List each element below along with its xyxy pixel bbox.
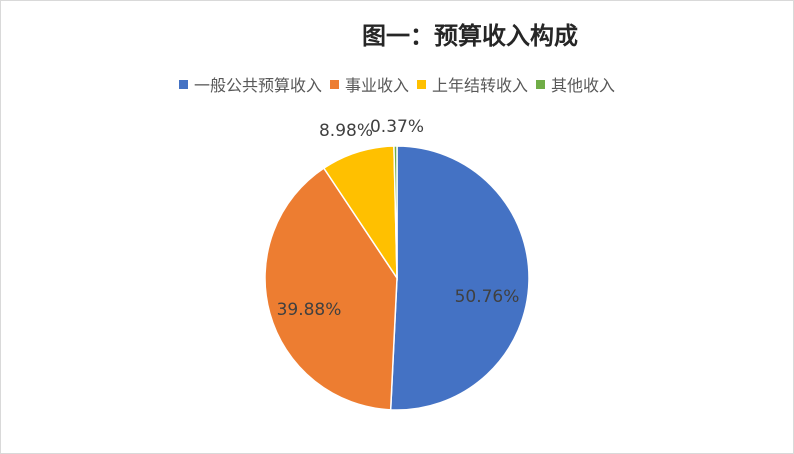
legend-item: 其他收入: [536, 72, 615, 96]
pie-slice: [389, 145, 530, 411]
data-label: 39.88%: [277, 300, 342, 320]
legend-item: 一般公共预算收入: [178, 72, 322, 96]
legend-item: 上年结转收入: [417, 72, 528, 96]
legend: 一般公共预算收入 事业收入 上年结转收入 其他收入: [0, 72, 794, 96]
legend-label: 其他收入: [551, 76, 616, 95]
data-label: 8.98%: [319, 121, 373, 141]
legend-label: 事业收入: [344, 76, 409, 95]
chart-title: 图一：预算收入构成: [362, 21, 578, 50]
pie-slice: [393, 145, 398, 279]
data-label: 0.37%: [370, 117, 424, 137]
legend-label: 上年结转收入: [432, 76, 529, 95]
legend-swatch: [536, 79, 546, 89]
legend-swatch: [417, 79, 426, 89]
legend-swatch: [329, 79, 339, 89]
legend-label: 一般公共预算收入: [193, 76, 322, 95]
legend-item: 事业收入: [329, 72, 409, 96]
data-label: 50.76%: [455, 287, 520, 307]
legend-swatch: [178, 79, 188, 89]
